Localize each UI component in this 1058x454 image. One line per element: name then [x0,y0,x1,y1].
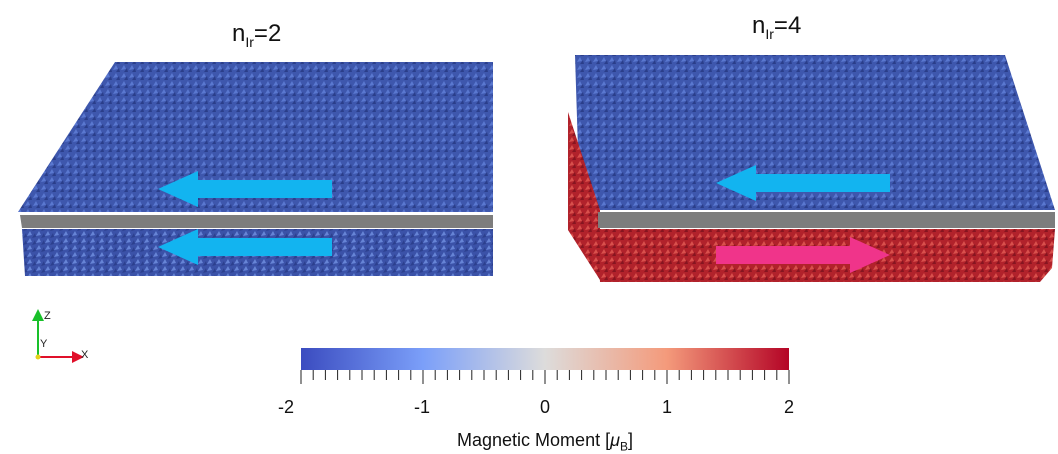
arrow-left-bottom [158,229,332,265]
top-layer-right-surface [575,55,1055,210]
colorbar-tick-label: 1 [661,397,672,417]
axes-triad [32,309,84,363]
slab-right [568,55,1055,282]
axis-label-y: Y [40,338,48,350]
arrow-right-top [716,165,890,201]
spacer-left [20,215,493,228]
panel-title-left: nIr=2 [232,20,282,50]
spacer-right [598,212,1055,228]
colorbar-tick-label: -2 [277,397,294,417]
colorbar-tick-label: -1 [413,397,430,417]
colorbar-tick-label: 0 [539,397,550,417]
colorbar [300,348,790,384]
axis-label-x: X [81,349,89,361]
colorbar-title: Magnetic Moment [μB] [457,430,633,454]
arrow-right-bottom [716,237,890,273]
panel-title-right: nIr=4 [752,12,802,42]
bottom-layer-right-side [568,112,600,280]
arrow-left-top [158,171,332,207]
top-layer-left-surface [18,62,493,212]
colorbar-gradient [301,348,789,370]
colorbar-tick-label: 2 [783,397,794,417]
axis-label-z: Z [44,310,51,322]
colorbar-ticks [300,370,790,384]
